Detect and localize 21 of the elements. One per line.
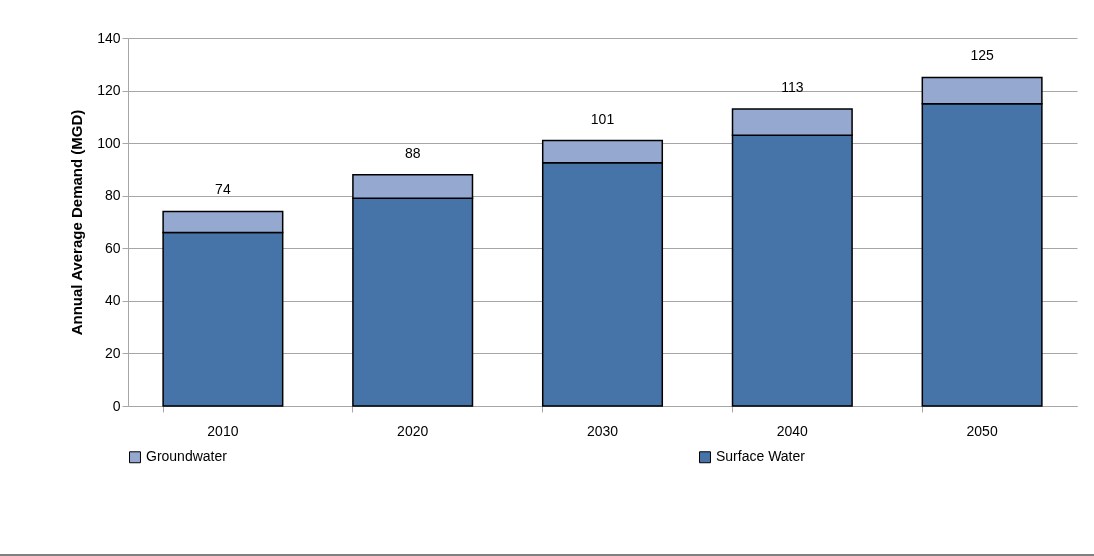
total-label: 113: [781, 78, 804, 95]
y-tick-label: 120: [97, 82, 121, 99]
total-label: 125: [970, 47, 994, 64]
total-label: 101: [590, 110, 615, 127]
x-tick-label: 2030: [586, 422, 619, 439]
y-tick-label: 0: [112, 397, 121, 414]
y-tick-label: 40: [104, 292, 121, 309]
y-tick-label: 60: [104, 239, 121, 256]
y-tick-label: 20: [104, 344, 121, 361]
legend-label: Surface Water: [716, 448, 806, 465]
y-tick-label: 80: [104, 187, 121, 204]
x-tick-label: 2050: [966, 422, 998, 439]
x-tick-label: 2040: [776, 422, 809, 439]
y-tick-label: 100: [97, 134, 121, 151]
x-tick-label: 2010: [207, 422, 239, 439]
total-label: 74: [215, 181, 231, 198]
x-tick-label: 2020: [397, 422, 429, 439]
legend-label: Groundwater: [146, 448, 228, 465]
y-axis-title: Annual Average Demand (MGD): [68, 109, 86, 336]
total-label: 88: [404, 144, 421, 161]
y-tick-label: 140: [97, 29, 121, 46]
